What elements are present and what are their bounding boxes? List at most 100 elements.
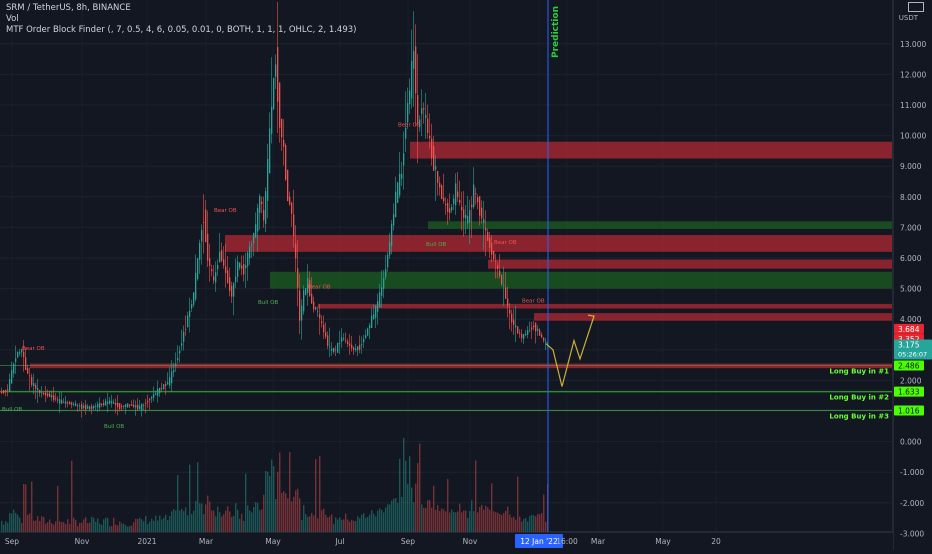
order-block-indicator-label[interactable]: MTF Order Block Finder (, 7, 0.5, 4, 6, … bbox=[6, 25, 357, 35]
volume-bar bbox=[27, 514, 29, 532]
volume-bar bbox=[261, 509, 263, 532]
price-tick-label: 10.000 bbox=[900, 132, 926, 141]
volume-bar bbox=[63, 522, 65, 532]
volume-bar bbox=[75, 519, 77, 532]
volume-bar bbox=[375, 516, 377, 532]
volume-bar bbox=[109, 526, 111, 532]
candle-body bbox=[317, 311, 319, 313]
volume-bar bbox=[339, 517, 341, 532]
candle-body bbox=[75, 403, 77, 407]
volume-bar bbox=[247, 505, 249, 532]
volume-bar bbox=[459, 503, 461, 532]
volume-bar bbox=[371, 510, 373, 532]
volume-bar bbox=[455, 512, 457, 532]
volume-bar bbox=[377, 510, 379, 532]
volume-bar bbox=[57, 486, 59, 532]
candle-body bbox=[109, 400, 111, 404]
candle-body bbox=[81, 404, 83, 410]
candle-body bbox=[95, 406, 97, 407]
candle-body bbox=[25, 357, 27, 371]
candle-body bbox=[517, 326, 519, 334]
candle-body bbox=[523, 334, 525, 339]
price-axis[interactable]: 13.000 12.000 11.000 10.000 9.000 8.000 7.000 6… bbox=[892, 0, 932, 550]
candle-body bbox=[71, 402, 73, 405]
candle-body bbox=[195, 272, 197, 300]
volume-bar bbox=[331, 514, 333, 532]
candle-body bbox=[225, 266, 227, 274]
time-tick-label: Sep bbox=[401, 537, 415, 546]
candle-body bbox=[337, 342, 339, 353]
candle-body bbox=[69, 401, 71, 405]
candle-body bbox=[355, 348, 357, 350]
candle-body bbox=[57, 399, 59, 401]
bear-ob-label: Bear OB bbox=[214, 208, 237, 214]
time-axis[interactable]: Sep Nov 2021 Mar May Jul Sep Nov 12 Jan '2216:00… bbox=[0, 531, 893, 550]
candle-body bbox=[119, 403, 121, 409]
candle-body bbox=[153, 394, 155, 398]
candle-body bbox=[41, 392, 43, 394]
layout-toggle-icon[interactable] bbox=[908, 2, 924, 12]
candle-body bbox=[393, 214, 395, 226]
volume-bar bbox=[45, 523, 47, 532]
candle-body bbox=[215, 272, 217, 283]
volume-bar bbox=[263, 494, 265, 532]
volume-bar bbox=[495, 512, 497, 532]
volume-bar bbox=[505, 510, 507, 532]
volume-bar bbox=[365, 517, 367, 532]
volume-bar bbox=[465, 510, 467, 532]
volume-bar bbox=[25, 484, 27, 532]
volume-bar bbox=[389, 504, 391, 532]
volume-bar bbox=[285, 493, 287, 532]
candle-body bbox=[93, 406, 95, 408]
volume-bar bbox=[209, 501, 211, 532]
candle-body bbox=[125, 404, 127, 407]
candle-body bbox=[19, 352, 21, 354]
volume-bar bbox=[99, 523, 101, 532]
candle-body bbox=[141, 403, 143, 411]
candle-body bbox=[455, 183, 457, 206]
candle-body bbox=[167, 382, 169, 385]
volume-bar bbox=[193, 510, 195, 532]
currency-unit[interactable]: USDT bbox=[898, 14, 918, 22]
volume-bar bbox=[61, 521, 63, 532]
candle-body bbox=[535, 322, 537, 332]
volume-bar bbox=[317, 518, 319, 532]
volume-bar bbox=[433, 485, 435, 532]
candle-body bbox=[371, 315, 373, 328]
volume-bar bbox=[219, 512, 221, 532]
volume-bar bbox=[145, 516, 147, 532]
candle-body bbox=[507, 298, 509, 307]
candle-body bbox=[253, 232, 255, 244]
volume-bar bbox=[303, 505, 305, 532]
candle-body bbox=[237, 261, 239, 277]
volume-bar bbox=[91, 516, 93, 532]
volume-bar bbox=[491, 483, 493, 532]
volume-bar bbox=[167, 520, 169, 532]
candle-body bbox=[495, 260, 497, 262]
candle-body bbox=[163, 384, 165, 390]
candle-body bbox=[419, 119, 421, 128]
volume-bar bbox=[461, 512, 463, 532]
support-price-badge bbox=[894, 386, 924, 397]
volume-indicator-label[interactable]: Vol bbox=[6, 14, 19, 24]
volume-bar bbox=[419, 443, 421, 532]
candle-body bbox=[361, 344, 363, 346]
bear-ob-label: Bear OB bbox=[398, 122, 421, 128]
candle-body bbox=[77, 405, 79, 407]
volume-bar bbox=[401, 496, 403, 532]
candle-body bbox=[145, 403, 147, 404]
candle-body bbox=[5, 390, 7, 392]
candle-body bbox=[509, 309, 511, 314]
symbol-title[interactable]: SRM / TetherUS, 8h, BINANCE bbox=[6, 3, 131, 13]
candle-body bbox=[193, 292, 195, 305]
candle-body bbox=[247, 252, 249, 267]
candle-body bbox=[177, 357, 179, 360]
volume-bar bbox=[289, 452, 291, 532]
time-tick-label: Sep bbox=[5, 537, 19, 546]
volume-bar bbox=[165, 514, 167, 532]
volume-bar bbox=[123, 523, 125, 532]
candle-body bbox=[265, 191, 267, 224]
candle-body bbox=[291, 202, 293, 214]
